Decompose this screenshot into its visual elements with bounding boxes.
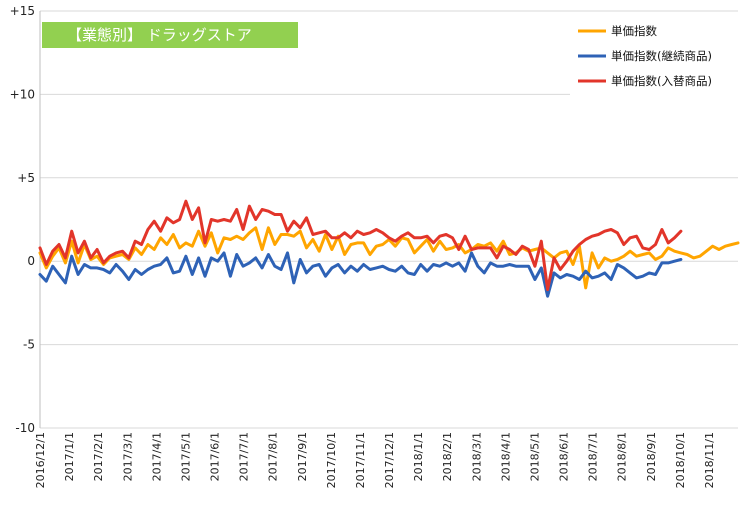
- x-tick-label: 2018/3/1: [470, 432, 483, 481]
- x-tick-label: 2018/10/1: [674, 432, 687, 488]
- y-tick-label: -5: [23, 338, 35, 352]
- chart-title-box: 【業態別】 ドラッグストア: [42, 22, 298, 48]
- x-tick-label: 2017/1/1: [63, 432, 76, 481]
- y-tick-label: +10: [10, 87, 35, 101]
- x-tick-label: 2017/10/1: [325, 432, 338, 488]
- x-tick-label: 2017/9/1: [296, 432, 309, 481]
- x-tick-label: 2017/12/1: [383, 432, 396, 488]
- legend-label: 単価指数(継続商品): [611, 49, 712, 63]
- legend-label: 単価指数(入替商品): [611, 74, 712, 88]
- x-tick-label: 2016/12/1: [34, 432, 47, 488]
- gridlines: [40, 10, 738, 429]
- chart-title: 【業態別】 ドラッグストア: [67, 26, 252, 44]
- x-axis-ticks: 2016/12/1 2017/1/1 2017/2/1 2017/3/1 2017/4/…: [34, 432, 716, 488]
- y-tick-label: 0: [27, 254, 35, 268]
- legend-label: 単価指数: [611, 24, 657, 38]
- x-tick-label: 2017/6/1: [209, 432, 222, 481]
- x-tick-label: 2017/2/1: [92, 432, 105, 481]
- x-tick-label: 2017/5/1: [179, 432, 192, 481]
- y-tick-label: -10: [15, 421, 35, 435]
- x-tick-label: 2018/1/1: [412, 432, 425, 481]
- x-tick-label: 2017/7/1: [238, 432, 251, 481]
- x-tick-label: 2018/5/1: [528, 432, 541, 481]
- x-tick-label: 2017/11/1: [354, 432, 367, 488]
- x-tick-label: 2017/4/1: [150, 432, 163, 481]
- x-tick-label: 2018/8/1: [616, 432, 629, 481]
- y-tick-label: +5: [17, 171, 35, 185]
- y-axis-ticks: +15 +10 +5 0 -5 -10: [10, 4, 35, 435]
- y-tick-label: +15: [10, 4, 35, 18]
- x-tick-label: 2018/11/1: [703, 432, 716, 488]
- x-tick-label: 2017/3/1: [121, 432, 134, 481]
- series-line: [38, 199, 683, 292]
- title-background: [42, 22, 298, 48]
- series-line: [38, 251, 683, 298]
- x-tick-label: 2018/6/1: [558, 432, 571, 481]
- x-tick-label: 2018/2/1: [441, 432, 454, 481]
- x-tick-label: 2018/4/1: [499, 432, 512, 481]
- x-tick-label: 2018/9/1: [645, 432, 658, 481]
- x-tick-label: 2018/7/1: [587, 432, 600, 481]
- x-tick-label: 2017/8/1: [267, 432, 280, 481]
- series-lines: [38, 199, 740, 298]
